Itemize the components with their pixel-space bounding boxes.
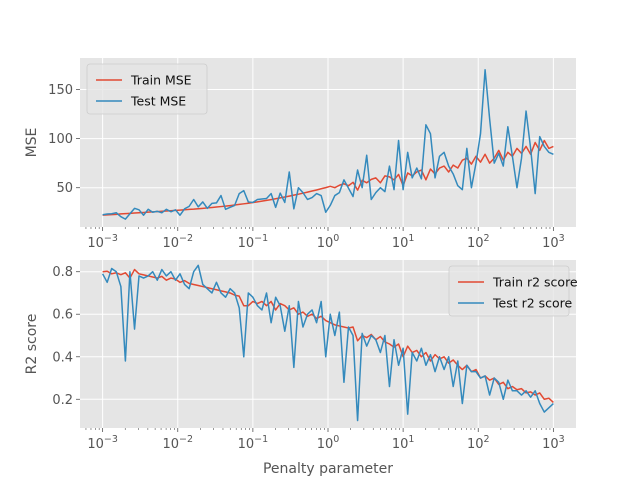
legend-label: Test MSE (130, 94, 186, 109)
r2-chart: 10−3 10−2 10−1 100 101 102 103 0.2 0.4 0.6 0.8 R2 s… (24, 260, 578, 477)
legend: Train MSE Test MSE (86, 63, 208, 115)
y-tick-label: 0.4 (52, 350, 73, 365)
x-tick-label: 103 (542, 434, 565, 452)
legend-label: Train r2 score (492, 275, 578, 290)
mse-chart: 10−3 10−2 10−1 100 101 102 103 50 100 150 MSE Train… (24, 58, 576, 251)
x-tick-label: 101 (392, 233, 415, 251)
series-lines (102, 69, 554, 220)
legend: Train r2 score Test r2 score (448, 265, 578, 317)
x-tick-label: 102 (467, 233, 490, 251)
x-tick-label: 101 (392, 434, 415, 452)
series-line-train-mse (102, 139, 554, 216)
x-tick-label: 10−1 (238, 233, 269, 251)
x-minor-ticks (85, 428, 551, 430)
y-tick-label: 150 (48, 83, 73, 98)
y-tick-label: 50 (56, 181, 73, 196)
legend-label: Train MSE (130, 73, 192, 88)
y-axis-label: MSE (24, 128, 40, 158)
x-tick-label: 100 (317, 434, 340, 452)
series-lines (101, 264, 554, 422)
y-tick-label: 100 (48, 132, 73, 147)
x-tick-label: 100 (317, 233, 340, 251)
x-minor-ticks (85, 227, 551, 229)
y-tick-label: 0.8 (52, 265, 73, 280)
x-tick-label: 102 (467, 434, 490, 452)
x-tick-label: 10−3 (87, 434, 118, 452)
series-line-test-mse (102, 69, 554, 220)
x-tick-label: 10−2 (162, 434, 193, 452)
series-line-test-r2-score (101, 264, 554, 422)
x-tick-label: 10−1 (238, 434, 269, 452)
y-axis-label: R2 score (24, 314, 40, 375)
x-tick-label: 10−2 (162, 233, 193, 251)
y-tick-label: 0.6 (52, 308, 73, 323)
y-tick-label: 0.2 (52, 393, 73, 408)
x-axis-label: Penalty parameter (263, 461, 393, 477)
x-tick-label: 103 (542, 233, 565, 251)
x-tick-label: 10−3 (87, 233, 118, 251)
legend-label: Test r2 score (492, 296, 573, 311)
